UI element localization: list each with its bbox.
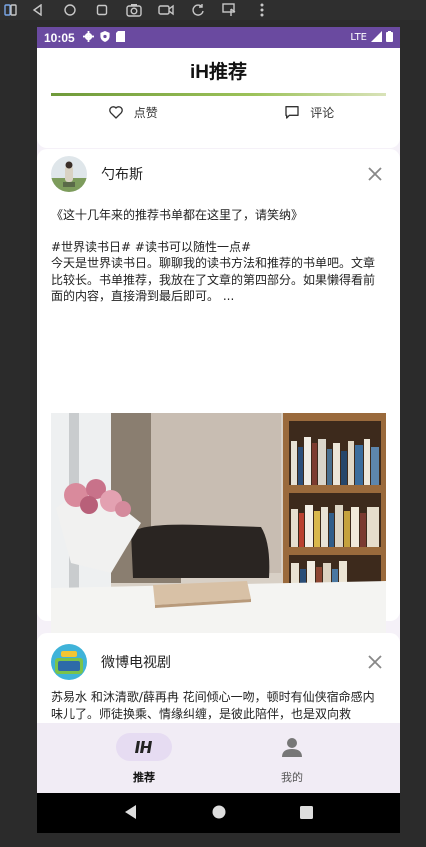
touch-icon[interactable] — [214, 0, 246, 20]
system-navigation-bar — [37, 793, 400, 833]
status-bar: 10:05 LTE — [37, 27, 400, 48]
sd-card-icon — [115, 30, 125, 45]
nav-label: 推荐 — [133, 771, 155, 784]
nav-mine[interactable]: 我的 — [232, 733, 352, 785]
close-icon[interactable] — [364, 651, 386, 673]
comment-label: 评论 — [310, 105, 335, 120]
shield-icon — [100, 30, 110, 45]
post-body: 今天是世界读书日。聊聊我的读书方法和推荐的书单吧。文章比较长。书单推荐，我放在了… — [51, 256, 376, 303]
avatar[interactable] — [51, 156, 87, 192]
author-name[interactable]: 微博电视剧 — [101, 655, 171, 671]
like-button[interactable]: 点赞 — [37, 99, 219, 125]
page-title: iH推荐 — [189, 62, 247, 83]
network-type: LTE — [350, 32, 367, 43]
overview-icon[interactable] — [86, 0, 118, 20]
post-card: 勺布斯 《这十几年来的推荐书单都在这里了，请笑纳》 #世界读书日# #读书可以随… — [37, 149, 400, 704]
more-icon[interactable] — [246, 0, 278, 20]
system-recents-icon[interactable] — [300, 804, 313, 823]
comment-button[interactable]: 评论 — [219, 99, 401, 125]
app-bar: iH推荐 — [37, 48, 400, 93]
heart-icon — [108, 106, 123, 119]
rotate-icon[interactable] — [182, 0, 214, 20]
status-time: 10:05 — [44, 30, 75, 45]
bottom-navigation: 推荐 我的 — [37, 723, 400, 793]
close-icon[interactable] — [364, 163, 386, 185]
like-label: 点赞 — [133, 105, 158, 120]
post-hashtags[interactable]: #世界读书日# #读书可以随性一点# — [51, 240, 252, 254]
home-icon[interactable] — [54, 0, 86, 20]
system-back-icon[interactable] — [124, 804, 138, 823]
person-icon — [264, 733, 320, 761]
camera-icon[interactable] — [118, 0, 150, 20]
feed-list[interactable]: 点赞 评论 勺布斯 — [37, 93, 400, 723]
power-icon[interactable] — [0, 0, 22, 20]
video-icon[interactable] — [150, 0, 182, 20]
system-home-icon[interactable] — [212, 804, 226, 823]
post-card: 点赞 评论 — [37, 93, 400, 148]
battery-icon — [386, 30, 393, 45]
phone-screen: 10:05 LTE iH推荐 — [37, 27, 400, 833]
post-body: 苏易水 和沐清歌/薛再冉 花间倾心一吻，顿时有仙侠宿命感内味儿了。师徒换乘、情缘… — [51, 690, 375, 721]
signal-icon — [371, 30, 382, 45]
author-name[interactable]: 勺布斯 — [101, 167, 143, 183]
post-header: 微博电视剧 — [51, 644, 386, 680]
emulator-toolbar — [0, 0, 426, 20]
post-card: 微博电视剧 苏易水 和沐清歌/薛再冉 花间倾心一吻，顿时有仙侠宿命感内味儿了。师… — [37, 633, 400, 723]
back-icon[interactable] — [22, 0, 54, 20]
post-header: 勺布斯 — [51, 156, 386, 192]
post-title: 《这十几年来的推荐书单都在这里了，请笑纳》 — [51, 208, 304, 222]
nav-recommend[interactable]: 推荐 — [84, 733, 204, 785]
comment-icon — [285, 106, 299, 119]
post-actions: 点赞 评论 — [37, 99, 400, 125]
nav-label: 我的 — [281, 771, 303, 784]
settings-gear-icon — [82, 30, 94, 45]
post-image[interactable] — [51, 93, 386, 96]
avatar[interactable] — [51, 644, 87, 680]
ih-logo-icon — [116, 733, 172, 761]
